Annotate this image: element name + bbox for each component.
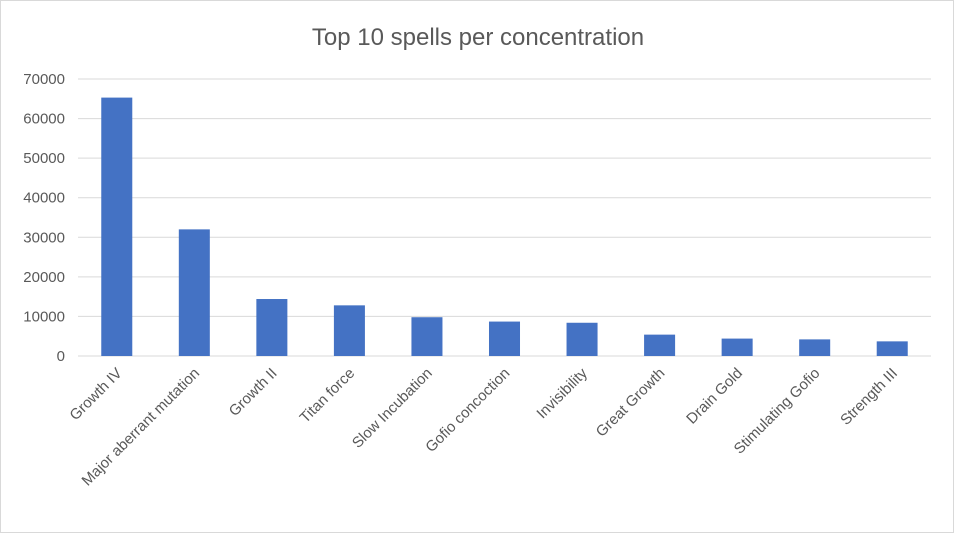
x-tick-label: Strength III (837, 365, 901, 429)
bar (256, 299, 288, 356)
gridlines (78, 78, 931, 357)
bar (178, 229, 210, 356)
x-tick-label: Growth II (226, 365, 281, 420)
bar (101, 97, 133, 356)
y-tick-label: 30000 (23, 229, 65, 246)
y-tick-label: 0 (57, 348, 65, 365)
x-tick-label: Slow Incubation (349, 365, 436, 452)
bar (799, 339, 831, 356)
x-tick-label: Invisibility (533, 364, 591, 422)
x-tick-label: Great Growth (593, 365, 669, 441)
bar (333, 305, 365, 356)
y-axis-tick-labels: 0 10000 20000 30000 40000 50000 60000 70000 (23, 71, 65, 365)
bar (411, 317, 443, 356)
x-tick-label: Stimulating Gofio (731, 365, 824, 458)
bar (721, 338, 753, 356)
y-tick-label: 40000 (23, 190, 65, 207)
x-tick-label: Titan force (296, 365, 358, 427)
x-tick-label: Gofio concoction (422, 365, 513, 456)
x-tick-label: Growth IV (66, 365, 125, 424)
bar (488, 321, 521, 356)
bar (566, 322, 598, 356)
y-tick-label: 20000 (23, 269, 65, 286)
x-tick-label: Drain Gold (683, 365, 746, 428)
y-tick-label: 70000 (23, 71, 65, 88)
y-tick-label: 60000 (23, 111, 65, 128)
chart-title: Top 10 spells per concentration (312, 24, 644, 51)
y-tick-label: 10000 (23, 308, 65, 325)
y-tick-label: 50000 (23, 150, 65, 167)
bars (101, 97, 908, 356)
bar (876, 341, 908, 356)
bar (644, 334, 676, 356)
